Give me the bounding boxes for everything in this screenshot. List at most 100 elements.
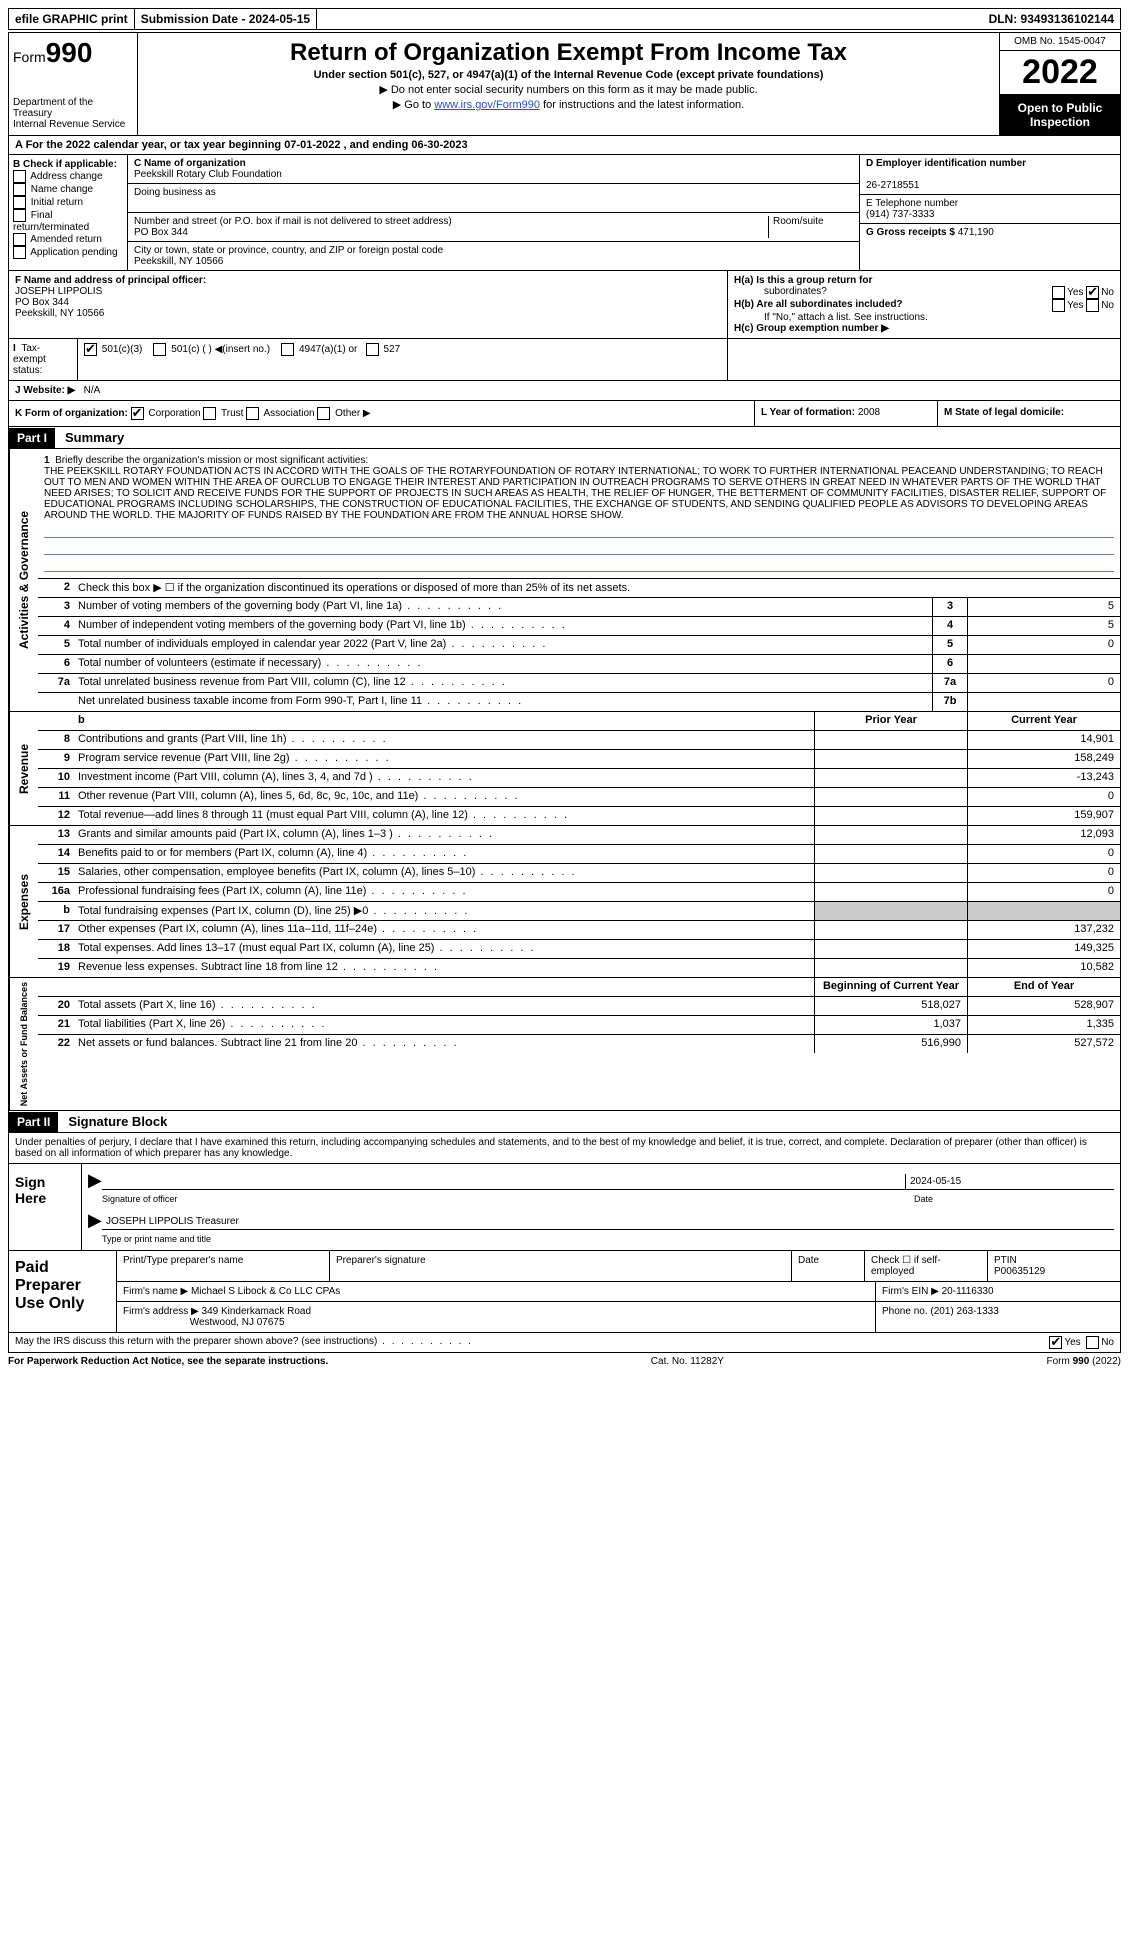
- netassets-section: Net Assets or Fund Balances Beginning of…: [8, 978, 1121, 1111]
- checkbox-corporation[interactable]: [131, 407, 144, 420]
- gross-receipts: 471,190: [958, 227, 994, 238]
- table-row: 19Revenue less expenses. Subtract line 1…: [38, 959, 1120, 977]
- line-a-tax-year: A For the 2022 calendar year, or tax yea…: [8, 136, 1121, 155]
- checkbox-discuss-yes[interactable]: [1049, 1336, 1062, 1349]
- table-row: 20Total assets (Part X, line 16)518,0275…: [38, 997, 1120, 1016]
- checkbox-initial-return[interactable]: [13, 196, 26, 209]
- org-name: Peekskill Rotary Club Foundation: [134, 169, 853, 180]
- sign-here-label: Sign Here: [9, 1164, 82, 1250]
- line5-value: 0: [967, 636, 1120, 654]
- checkbox-application-pending[interactable]: [13, 246, 26, 259]
- officer-signature-line[interactable]: [102, 1174, 905, 1189]
- tax-year: 2022: [1000, 51, 1120, 95]
- checkbox-address-change[interactable]: [13, 170, 26, 183]
- footer: For Paperwork Reduction Act Notice, see …: [8, 1353, 1121, 1370]
- checkbox-name-change[interactable]: [13, 183, 26, 196]
- checkbox-501c[interactable]: [153, 343, 166, 356]
- sign-date: 2024-05-15: [905, 1174, 1114, 1189]
- dln: DLN: 93493136102144: [983, 9, 1120, 29]
- checkbox-501c3[interactable]: [84, 343, 97, 356]
- checkbox-ha-no[interactable]: [1086, 286, 1099, 299]
- ssn-note: ▶ Do not enter social security numbers o…: [146, 83, 991, 96]
- table-row: 10Investment income (Part VIII, column (…: [38, 769, 1120, 788]
- side-label-governance: Activities & Governance: [9, 449, 38, 711]
- checkbox-other[interactable]: [317, 407, 330, 420]
- open-public-badge: Open to Public Inspection: [1000, 95, 1120, 135]
- klm-row: K Form of organization: Corporation Trus…: [8, 401, 1121, 427]
- side-label-expenses: Expenses: [9, 826, 38, 977]
- form-number: Form990: [13, 37, 133, 69]
- firm-address: 349 Kinderkamack Road: [202, 1306, 312, 1317]
- top-bar: efile GRAPHIC print Submission Date - 20…: [8, 8, 1121, 30]
- line3-value: 5: [967, 598, 1120, 616]
- table-row: 8Contributions and grants (Part VIII, li…: [38, 731, 1120, 750]
- irs-label: Internal Revenue Service: [13, 119, 133, 130]
- form-title: Return of Organization Exempt From Incom…: [146, 39, 991, 67]
- part2-header: Part II Signature Block: [8, 1111, 1121, 1133]
- col-b-checkboxes: B Check if applicable: Address change Na…: [9, 155, 128, 270]
- form-footer: Form 990 (2022): [1047, 1356, 1121, 1367]
- firm-name: Michael S Libock & Co LLC CPAs: [191, 1286, 340, 1297]
- discuss-question: May the IRS discuss this return with the…: [15, 1336, 473, 1349]
- table-row: 21Total liabilities (Part X, line 26)1,0…: [38, 1016, 1120, 1035]
- col-h-group: H(a) Is this a group return for subordin…: [728, 271, 1120, 338]
- table-row: 9Program service revenue (Part VIII, lin…: [38, 750, 1120, 769]
- side-label-netassets: Net Assets or Fund Balances: [9, 978, 38, 1110]
- omb-number: OMB No. 1545-0047: [1000, 33, 1120, 51]
- dept-treasury: Department of the Treasury: [13, 97, 133, 119]
- formation-year: 2008: [858, 407, 880, 418]
- ein: 26-2718551: [866, 180, 919, 191]
- irs-link[interactable]: www.irs.gov/Form990: [434, 99, 540, 111]
- checkbox-ha-yes[interactable]: [1052, 286, 1065, 299]
- submission-date: Submission Date - 2024-05-15: [135, 9, 317, 29]
- col-f-officer: F Name and address of principal officer:…: [9, 271, 728, 338]
- section-bcdeg: B Check if applicable: Address change Na…: [8, 155, 1121, 271]
- perjury-declaration: Under penalties of perjury, I declare th…: [9, 1133, 1120, 1164]
- checkbox-trust[interactable]: [203, 407, 216, 420]
- table-row: 13Grants and similar amounts paid (Part …: [38, 826, 1120, 845]
- mission-text: THE PEEKSKILL ROTARY FOUNDATION ACTS IN …: [44, 466, 1106, 521]
- line6-value: [967, 655, 1120, 673]
- table-row: bTotal fundraising expenses (Part IX, co…: [38, 902, 1120, 921]
- form-subtitle: Under section 501(c), 527, or 4947(a)(1)…: [146, 69, 991, 81]
- table-row: 18Total expenses. Add lines 13–17 (must …: [38, 940, 1120, 959]
- line4-value: 5: [967, 617, 1120, 635]
- row-j-website: J Website: ▶ N/A: [8, 381, 1121, 401]
- table-row: 12Total revenue—add lines 8 through 11 (…: [38, 807, 1120, 825]
- checkbox-association[interactable]: [246, 407, 259, 420]
- efile-print-button[interactable]: efile GRAPHIC print: [9, 9, 135, 29]
- checkbox-hb-yes[interactable]: [1052, 299, 1065, 312]
- line7a-value: 0: [967, 674, 1120, 692]
- officer-printed-name: JOSEPH LIPPOLIS Treasurer: [102, 1214, 1114, 1229]
- checkbox-hb-no[interactable]: [1086, 299, 1099, 312]
- cat-no: Cat. No. 11282Y: [651, 1356, 724, 1367]
- table-row: 15Salaries, other compensation, employee…: [38, 864, 1120, 883]
- paperwork-notice: For Paperwork Reduction Act Notice, see …: [8, 1356, 328, 1367]
- checkbox-discuss-no[interactable]: [1086, 1336, 1099, 1349]
- part1-header: Part I Summary: [8, 427, 1121, 449]
- link-note: ▶ Go to www.irs.gov/Form990 for instruct…: [146, 98, 991, 111]
- section-fh: F Name and address of principal officer:…: [8, 271, 1121, 339]
- table-row: 11Other revenue (Part VIII, column (A), …: [38, 788, 1120, 807]
- table-row: 16aProfessional fundraising fees (Part I…: [38, 883, 1120, 902]
- checkbox-527[interactable]: [366, 343, 379, 356]
- form-header: Form990 Department of the Treasury Inter…: [8, 32, 1121, 136]
- checkbox-final-return[interactable]: [13, 209, 26, 222]
- side-label-revenue: Revenue: [9, 712, 38, 825]
- table-row: 17Other expenses (Part IX, column (A), l…: [38, 921, 1120, 940]
- expenses-section: Expenses 13Grants and similar amounts pa…: [8, 826, 1121, 978]
- col-deg: D Employer identification number 26-2718…: [860, 155, 1120, 270]
- revenue-section: Revenue b Prior Year Current Year 8Contr…: [8, 712, 1121, 826]
- table-row: 22Net assets or fund balances. Subtract …: [38, 1035, 1120, 1053]
- ptin: P00635129: [994, 1266, 1045, 1277]
- col-c-org: C Name of organization Peekskill Rotary …: [128, 155, 860, 270]
- paid-preparer-label: Paid Preparer Use Only: [9, 1251, 117, 1332]
- firm-phone: (201) 263-1333: [930, 1306, 998, 1317]
- checkbox-4947[interactable]: [281, 343, 294, 356]
- firm-ein: 20-1116330: [942, 1286, 994, 1297]
- signature-block: Under penalties of perjury, I declare th…: [8, 1133, 1121, 1353]
- checkbox-amended-return[interactable]: [13, 233, 26, 246]
- telephone: (914) 737-3333: [866, 209, 934, 220]
- table-row: 14Benefits paid to or for members (Part …: [38, 845, 1120, 864]
- officer-name: JOSEPH LIPPOLIS: [15, 286, 102, 297]
